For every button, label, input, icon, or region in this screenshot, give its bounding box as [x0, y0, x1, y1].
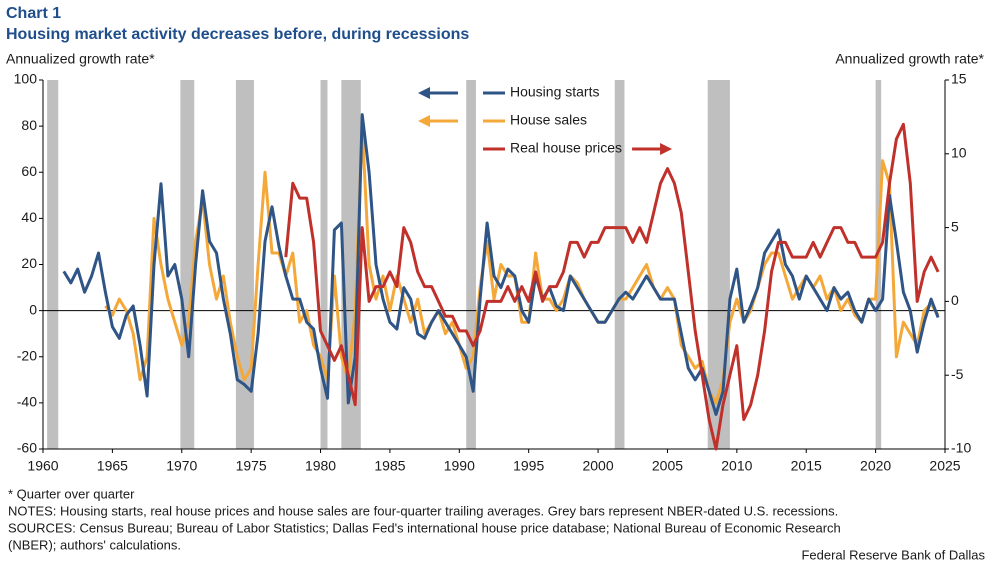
recession-bar: [466, 80, 476, 449]
y2-tick-label: -10: [951, 440, 971, 456]
legend-arrowhead: [418, 87, 430, 99]
x-tick-label: 2010: [721, 458, 752, 474]
recession-bar: [614, 80, 625, 449]
source: Federal Reserve Bank of Dallas: [801, 547, 985, 562]
recession-bar: [320, 80, 328, 449]
x-tick-label: 1985: [374, 458, 405, 474]
x-tick-label: 2025: [929, 458, 960, 474]
y-tick-label: -40: [17, 394, 37, 410]
x-tick-label: 1980: [305, 458, 336, 474]
x-tick-label: 1975: [236, 458, 267, 474]
y2-tick-label: 15: [951, 71, 967, 87]
legend-label: Real house prices: [510, 140, 622, 156]
series-line: [284, 122, 940, 451]
y2-tick-label: -5: [951, 366, 964, 382]
y2-axis-label: Annualized growth rate*: [835, 51, 984, 67]
x-tick-label: 1960: [27, 458, 58, 474]
x-tick-label: 2020: [860, 458, 891, 474]
recession-bar: [180, 80, 195, 449]
legend-arrowhead: [418, 115, 430, 127]
recession-bar: [235, 80, 254, 449]
y-tick-label: 80: [21, 117, 37, 133]
legend-arrowhead: [660, 143, 673, 155]
legend-label: Housing starts: [510, 84, 599, 100]
x-tick-label: 2015: [791, 458, 822, 474]
note: SOURCES: Census Bureau; Bureau of Labor …: [8, 520, 841, 535]
x-tick-label: 1965: [97, 458, 128, 474]
note: NOTES: Housing starts, real house prices…: [8, 503, 838, 518]
x-tick-label: 2000: [582, 458, 613, 474]
x-tick-label: 1995: [513, 458, 544, 474]
y-tick-label: 0: [29, 301, 37, 317]
y2-tick-label: 0: [951, 292, 959, 308]
y-axis-label: Annualized growth rate*: [6, 51, 155, 67]
recession-bar: [47, 80, 59, 449]
note: * Quarter over quarter: [8, 486, 135, 501]
y2-tick-label: 5: [951, 218, 959, 234]
note: (NBER); authors' calculations.: [8, 537, 181, 552]
y-tick-label: 40: [21, 209, 37, 225]
y-tick-label: 20: [21, 255, 37, 271]
y-tick-label: -20: [17, 347, 37, 363]
x-tick-label: 1990: [444, 458, 475, 474]
y-tick-label: -60: [17, 440, 37, 456]
y-tick-label: 60: [21, 163, 37, 179]
y2-tick-label: 10: [951, 145, 967, 161]
series-line: [62, 113, 940, 416]
y-tick-label: 100: [14, 71, 38, 87]
series-line: [104, 124, 940, 405]
x-tick-label: 2005: [652, 458, 683, 474]
x-tick-label: 1970: [166, 458, 197, 474]
chart-title: Chart 1: [6, 5, 61, 22]
chart-subtitle: Housing market activity decreases before…: [6, 26, 469, 43]
legend-label: House sales: [510, 112, 587, 128]
